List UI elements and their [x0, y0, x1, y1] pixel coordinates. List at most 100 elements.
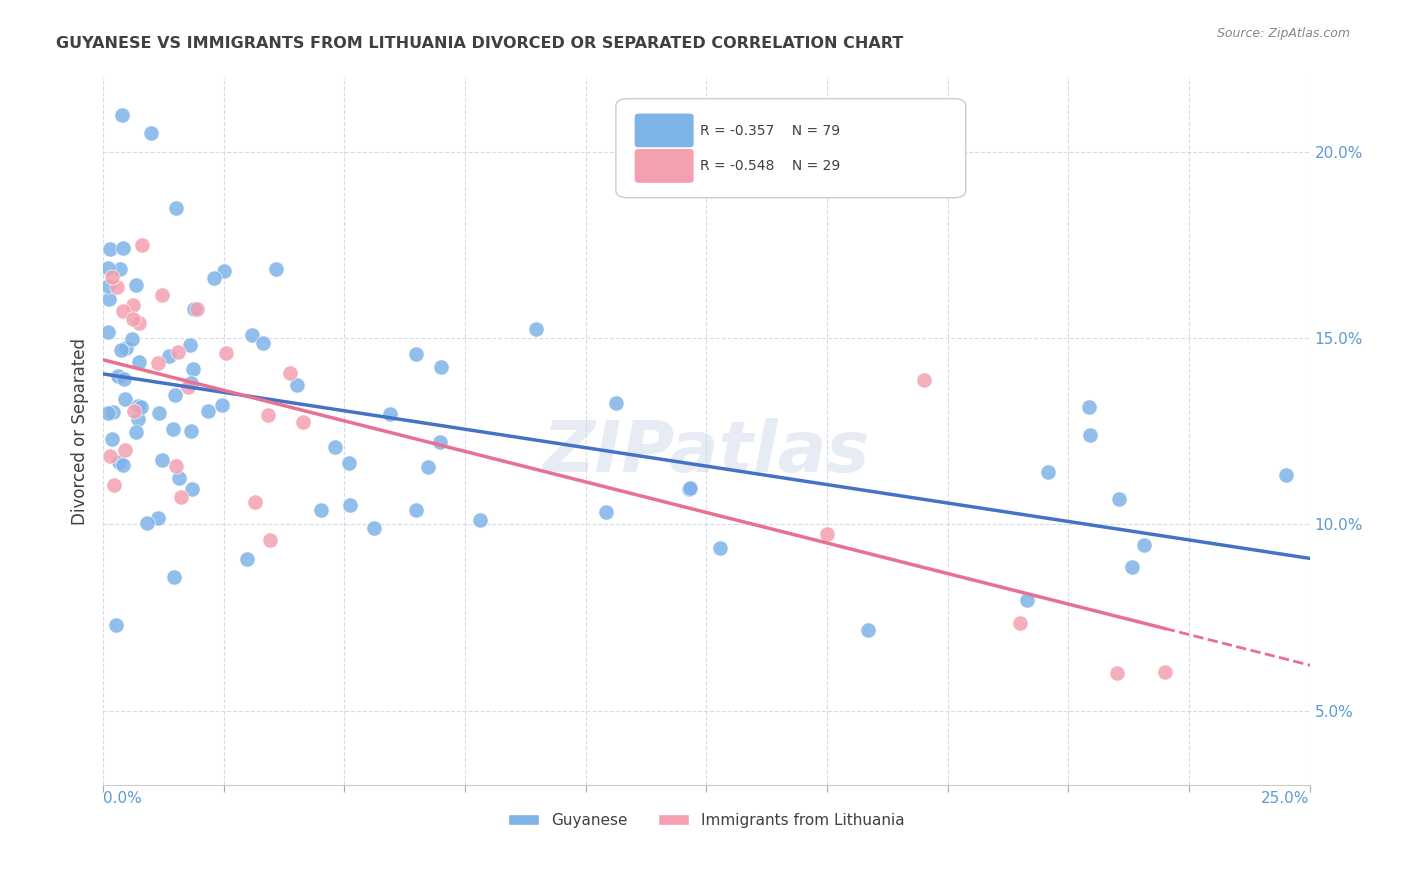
Point — [165, 201, 187, 215]
Point — [285, 378, 308, 392]
Point — [1133, 538, 1156, 552]
Point — [162, 421, 184, 435]
Point — [112, 372, 135, 386]
Point — [97, 406, 120, 420]
Point — [98, 242, 121, 256]
Point — [912, 373, 935, 387]
FancyBboxPatch shape — [634, 112, 695, 148]
Point — [110, 343, 132, 357]
Point — [179, 338, 201, 352]
Point — [103, 478, 125, 492]
Point — [256, 409, 278, 423]
Point — [122, 312, 145, 326]
Point — [177, 380, 200, 394]
Point — [186, 301, 208, 316]
Point — [165, 458, 187, 473]
Point — [252, 336, 274, 351]
Point — [339, 498, 361, 512]
Point — [128, 355, 150, 369]
Point — [595, 505, 617, 519]
Point — [163, 388, 186, 402]
Point — [104, 618, 127, 632]
Point — [125, 425, 148, 439]
Point — [243, 495, 266, 509]
Point — [128, 316, 150, 330]
Point — [1077, 400, 1099, 414]
Point — [163, 570, 186, 584]
Point — [183, 362, 205, 376]
Point — [101, 404, 124, 418]
Point — [114, 392, 136, 407]
Point — [131, 238, 153, 252]
Point — [211, 398, 233, 412]
Point — [180, 376, 202, 390]
Point — [309, 502, 332, 516]
Point — [146, 356, 169, 370]
Point — [121, 332, 143, 346]
Point — [605, 396, 627, 410]
Point — [97, 278, 120, 293]
Point — [105, 280, 128, 294]
Point — [709, 541, 731, 555]
Text: GUYANESE VS IMMIGRANTS FROM LITHUANIA DIVORCED OR SEPARATED CORRELATION CHART: GUYANESE VS IMMIGRANTS FROM LITHUANIA DI… — [56, 36, 904, 51]
Point — [115, 342, 138, 356]
Point — [157, 349, 180, 363]
Point — [815, 527, 838, 541]
Point — [1105, 666, 1128, 681]
Point — [101, 432, 124, 446]
Point — [378, 408, 401, 422]
Point — [111, 108, 134, 122]
Point — [170, 490, 193, 504]
Point — [150, 453, 173, 467]
Point — [430, 359, 453, 374]
Point — [291, 416, 314, 430]
Point — [418, 460, 440, 475]
FancyBboxPatch shape — [616, 99, 966, 198]
Point — [323, 440, 346, 454]
Text: R = -0.357    N = 79: R = -0.357 N = 79 — [700, 123, 841, 137]
Point — [98, 449, 121, 463]
Point — [141, 126, 163, 140]
Point — [470, 513, 492, 527]
Point — [524, 322, 547, 336]
Point — [97, 261, 120, 276]
Point — [678, 482, 700, 496]
Point — [114, 443, 136, 458]
Point — [429, 435, 451, 450]
FancyBboxPatch shape — [634, 148, 695, 184]
Point — [112, 304, 135, 318]
Point — [167, 345, 190, 359]
Text: ZIPatlas: ZIPatlas — [543, 418, 870, 487]
Point — [215, 346, 238, 360]
Point — [111, 458, 134, 472]
Point — [107, 369, 129, 384]
Text: Source: ZipAtlas.com: Source: ZipAtlas.com — [1216, 27, 1350, 40]
Point — [405, 503, 427, 517]
Point — [1108, 492, 1130, 507]
Point — [197, 404, 219, 418]
Point — [1036, 465, 1059, 479]
Point — [97, 325, 120, 339]
Point — [212, 264, 235, 278]
Point — [1153, 665, 1175, 680]
Point — [1274, 467, 1296, 482]
Point — [180, 424, 202, 438]
Point — [180, 482, 202, 496]
Point — [264, 262, 287, 277]
Point — [136, 516, 159, 530]
Text: R = -0.548    N = 29: R = -0.548 N = 29 — [700, 159, 841, 173]
Point — [280, 366, 302, 380]
Point — [1015, 592, 1038, 607]
Point — [111, 242, 134, 256]
Point — [236, 552, 259, 566]
Point — [97, 292, 120, 306]
Point — [363, 520, 385, 534]
Point — [101, 269, 124, 284]
Point — [1078, 428, 1101, 442]
Point — [858, 623, 880, 637]
Point — [240, 327, 263, 342]
Point — [337, 456, 360, 470]
Point — [405, 347, 427, 361]
Point — [150, 287, 173, 301]
Point — [122, 404, 145, 418]
